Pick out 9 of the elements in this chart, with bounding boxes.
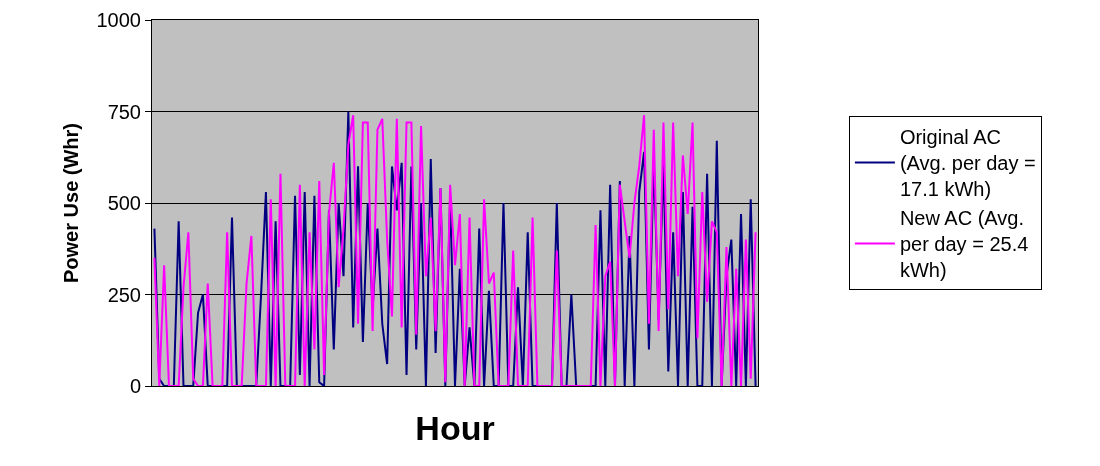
x-axis-title: Hour xyxy=(415,409,495,448)
legend-label: New AC (Avg. per day = 25.4 kWh) xyxy=(899,207,1029,282)
legend-label: Original AC (Avg. per day = 17.1 kWh) xyxy=(899,126,1036,201)
y-tick-label: 250 xyxy=(107,283,141,306)
y-tick-label: 0 xyxy=(129,375,141,397)
y-tick-label: 750 xyxy=(107,100,141,123)
y-tick-label: 1000 xyxy=(96,9,141,31)
y-axis-title: Power Use (Whr) xyxy=(60,122,82,284)
y-tick-label: 500 xyxy=(107,192,141,214)
